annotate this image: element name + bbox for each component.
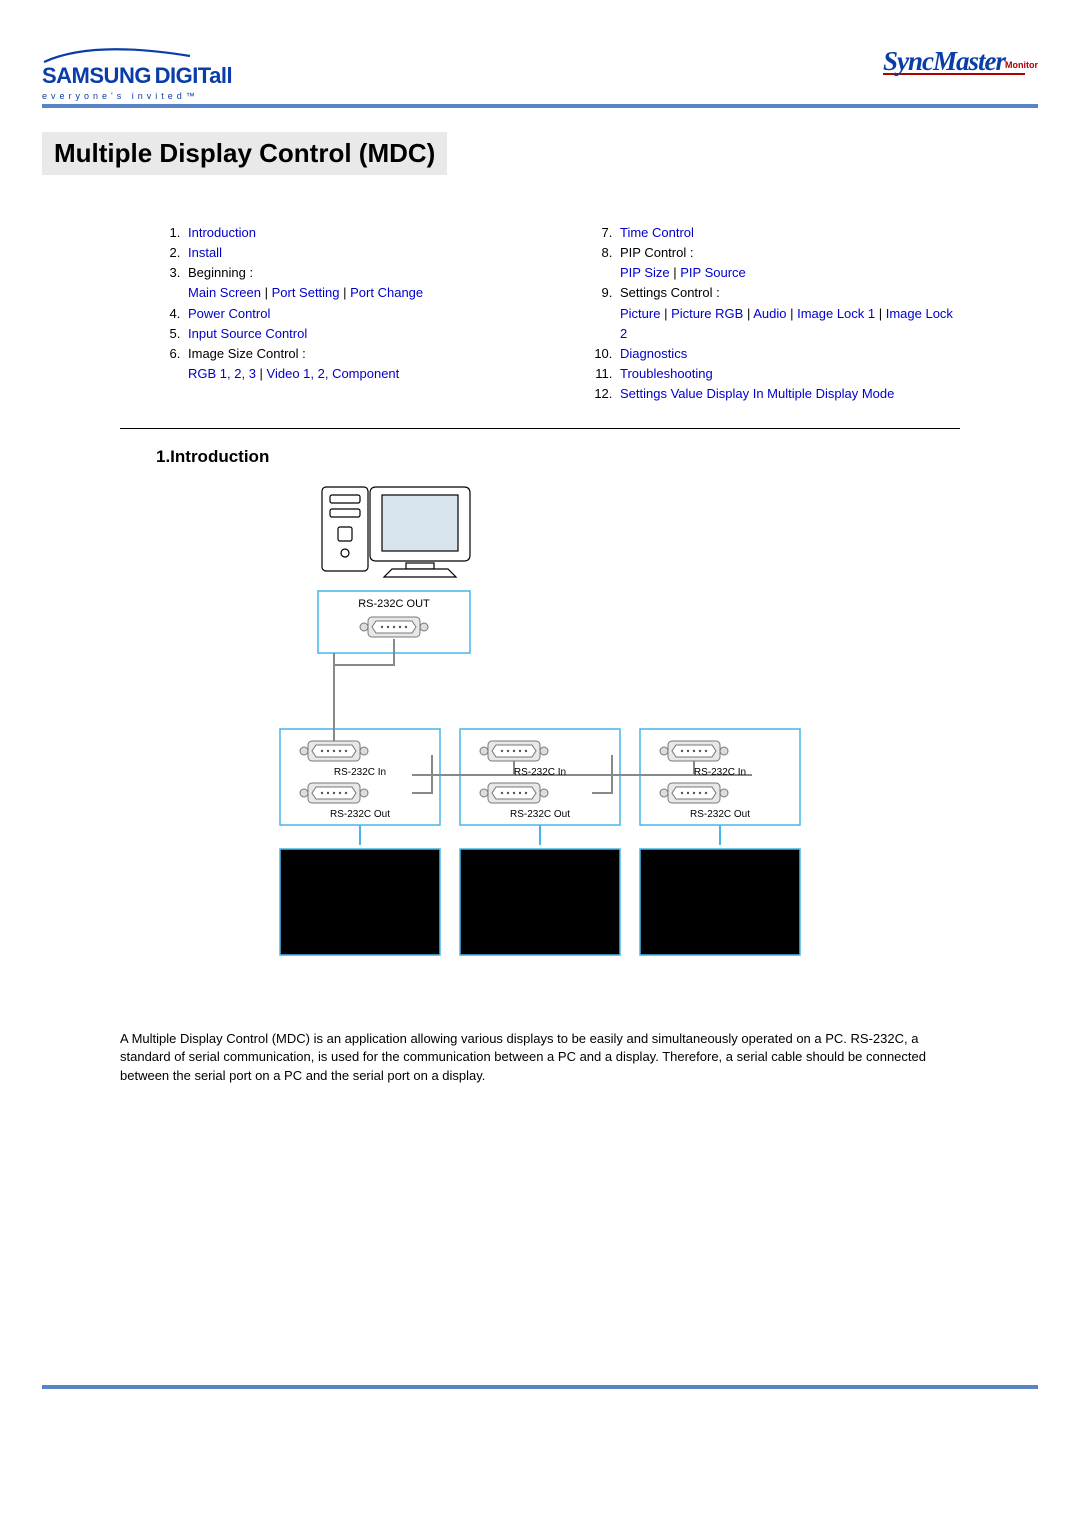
display-panel	[460, 849, 620, 955]
syncmaster-logo: SyncMasterMonitor	[883, 46, 1038, 75]
page-header: SAMSUNG DIGITall everyone's invited™ Syn…	[42, 42, 1038, 104]
toc-link[interactable]: Diagnostics	[620, 346, 687, 361]
serial-port-icon	[660, 783, 728, 803]
toc-sublink[interactable]: Port Setting	[272, 285, 340, 300]
section-heading-introduction: 1.Introduction	[156, 447, 1038, 467]
serial-port-icon	[300, 783, 368, 803]
toc-sublink[interactable]: Image Lock 1	[797, 306, 875, 321]
toc-sublink[interactable]: Audio	[753, 306, 786, 321]
logo-samsung-text: SAMSUNG	[42, 63, 151, 88]
display-panel	[280, 849, 440, 955]
toc-item: PIP Control :PIP Size | PIP Source	[616, 243, 960, 283]
toc-sublink[interactable]: RGB 1, 2, 3	[188, 366, 256, 381]
label-rs232c-out: RS-232C Out	[510, 809, 570, 820]
header-rule	[42, 104, 1038, 108]
logo-syncmaster-text: SyncMaster	[883, 46, 1005, 76]
toc-item: Settings Control :Picture | Picture RGB …	[616, 283, 960, 343]
toc-sublink[interactable]: Picture	[620, 306, 660, 321]
toc-link[interactable]: Power Control	[188, 306, 270, 321]
toc-rule	[120, 428, 960, 429]
logo-digitall-text: DIGITall	[155, 63, 233, 88]
label-rs232c-out: RS-232C Out	[690, 809, 750, 820]
label-rs232c-in: RS-232C In	[334, 767, 386, 778]
toc-link[interactable]: Troubleshooting	[620, 366, 713, 381]
toc-label: Beginning :	[188, 265, 253, 280]
serial-port-icon	[480, 783, 548, 803]
toc-sublink[interactable]: Picture RGB	[671, 306, 743, 321]
toc-link[interactable]: Input Source Control	[188, 326, 307, 341]
toc-sublink[interactable]: Port Change	[350, 285, 423, 300]
toc-item: Time Control	[616, 223, 960, 243]
toc-sublink[interactable]: PIP Source	[680, 265, 746, 280]
connection-diagram: RS-232C OUT RS-232C In RS-232C Out RS-232C…	[260, 479, 820, 1002]
serial-port-icon	[480, 741, 548, 761]
label-rs232c-in: RS-232C In	[514, 767, 566, 778]
toc-item: Power Control	[184, 304, 528, 324]
toc-sublink[interactable]: PIP Size	[620, 265, 670, 280]
toc-item: Image Size Control :RGB 1, 2, 3 | Video …	[184, 344, 528, 384]
toc-item: Input Source Control	[184, 324, 528, 344]
toc-label: Settings Control :	[620, 285, 720, 300]
serial-port-icon	[300, 741, 368, 761]
serial-port-icon	[660, 741, 728, 761]
toc-sublink[interactable]: Video 1, 2, Component	[267, 366, 400, 381]
toc-link[interactable]: Time Control	[620, 225, 694, 240]
toc-item: Introduction	[184, 223, 528, 243]
toc-link[interactable]: Install	[188, 245, 222, 260]
toc-sublink[interactable]: Main Screen	[188, 285, 261, 300]
logo-monitor-text: Monitor	[1005, 60, 1038, 70]
swoosh-icon	[42, 46, 192, 64]
display-panel	[640, 849, 800, 955]
table-of-contents: Introduction Install Beginning : Main Scree…	[120, 223, 960, 404]
toc-item: Diagnostics	[616, 344, 960, 364]
label-rs232c-out: RS-232C Out	[330, 809, 390, 820]
logo-tagline: everyone's invited™	[42, 91, 232, 101]
toc-item: Install	[184, 243, 528, 263]
introduction-body-text: A Multiple Display Control (MDC) is an a…	[120, 1030, 960, 1085]
toc-item: Beginning :Main Screen | Port Setting | …	[184, 263, 528, 303]
footer-rule	[42, 1385, 1038, 1389]
toc-label: Image Size Control :	[188, 346, 306, 361]
toc-link[interactable]: Introduction	[188, 225, 256, 240]
toc-item: Troubleshooting	[616, 364, 960, 384]
label-rs232c-in: RS-232C In	[694, 767, 746, 778]
toc-link[interactable]: Settings Value Display In Multiple Displ…	[620, 386, 894, 401]
toc-item: Settings Value Display In Multiple Displ…	[616, 384, 960, 404]
label-rs232c-out-top: RS-232C OUT	[358, 598, 430, 610]
page-title: Multiple Display Control (MDC)	[42, 132, 447, 175]
toc-label: PIP Control :	[620, 245, 693, 260]
samsung-digitall-logo: SAMSUNG DIGITall everyone's invited™	[42, 46, 232, 101]
